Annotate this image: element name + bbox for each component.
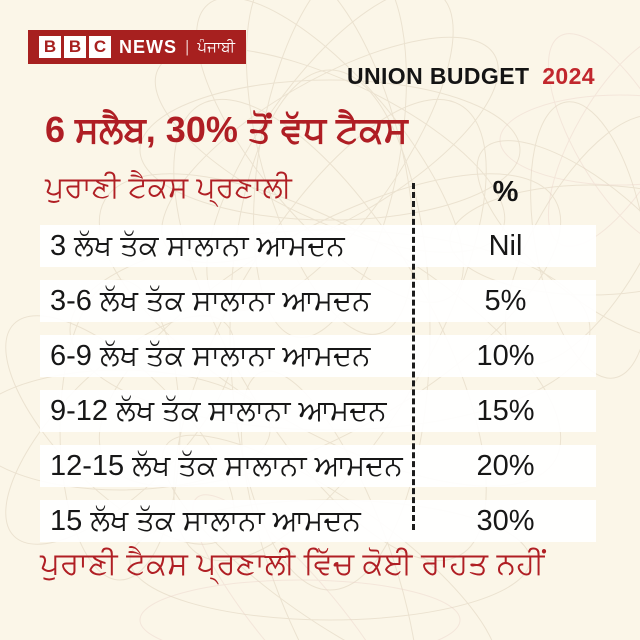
table-row: 15 ਲੱਖ ਤੱਕ ਸਾਲਾਨਾ ਆਮਦਨ 30% [40, 500, 596, 542]
bbc-logo-blocks: B B C [39, 36, 111, 58]
column-divider-dashed-line [412, 183, 415, 530]
tax-rate-value: Nil [488, 229, 523, 262]
table-row: 3-6 ਲੱਖ ਤੱਕ ਸਾਲਾਨਾ ਆਮਦਨ 5% [40, 280, 596, 322]
logo-separator: | [185, 37, 190, 56]
program-title-year: 2024 [542, 63, 595, 89]
column-header-percent: % [492, 176, 519, 208]
tax-rate-value: 5% [484, 284, 527, 317]
table-row: 6-9 ਲੱਖ ਤੱਕ ਸਾਲਾਨਾ ਆਮਦਨ 10% [40, 335, 596, 377]
logo-news-label: NEWS [119, 36, 177, 57]
tax-rate-value: 20% [476, 449, 535, 482]
bbc-logo-letter-block: B [39, 36, 61, 58]
tax-slab-table: 3 ਲੱਖ ਤੱਕ ਸਾਲਾਨਾ ਆਮਦਨ Nil 3-6 ਲੱਖ ਤੱਕ ਸਾ… [40, 225, 596, 555]
table-row: 12-15 ਲੱਖ ਤੱਕ ਸਾਲਾਨਾ ਆਮਦਨ 20% [40, 445, 596, 487]
tax-rate-value: 10% [476, 339, 535, 372]
program-title: UNION BUDGET 2024 [347, 63, 595, 90]
program-title-label: UNION BUDGET [347, 63, 530, 89]
column-header-old-regime: ਪੁਰਾਣੀ ਟੈਕਸ ਪ੍ਰਣਾਲੀ [45, 171, 292, 204]
bbc-news-logo: B B C NEWS | ਪੰਜਾਬੀ [28, 30, 247, 64]
tax-rate-value: 30% [476, 504, 535, 537]
bbc-logo-letter-block: C [89, 36, 111, 58]
logo-language-label: ਪੰਜਾਬੀ [197, 38, 236, 56]
income-slab-label: 15 ਲੱਖ ਤੱਕ ਸਾਲਾਨਾ ਆਮਦਨ [50, 504, 361, 537]
income-slab-label: 12-15 ਲੱਖ ਤੱਕ ਸਾਲਾਨਾ ਆਮਦਨ [50, 449, 403, 482]
headline: 6 ਸਲੈਬ, 30% ਤੋਂ ਵੱਧ ਟੈਕਸ [45, 109, 408, 150]
income-slab-label: 3-6 ਲੱਖ ਤੱਕ ਸਾਲਾਨਾ ਆਮਦਨ [50, 284, 371, 317]
income-slab-label: 3 ਲੱਖ ਤੱਕ ਸਾਲਾਨਾ ਆਮਦਨ [50, 229, 345, 262]
tax-rate-value: 15% [476, 394, 535, 427]
table-row: 9-12 ਲੱਖ ਤੱਕ ਸਾਲਾਨਾ ਆਮਦਨ 15% [40, 390, 596, 432]
income-slab-label: 9-12 ਲੱਖ ਤੱਕ ਸਾਲਾਨਾ ਆਮਦਨ [50, 394, 387, 427]
bbc-logo-letter-block: B [64, 36, 86, 58]
table-row: 3 ਲੱਖ ਤੱਕ ਸਾਲਾਨਾ ਆਮਦਨ Nil [40, 225, 596, 267]
income-slab-label: 6-9 ਲੱਖ ਤੱਕ ਸਾਲਾਨਾ ਆਮਦਨ [50, 339, 371, 372]
footer-note: ਪੁਰਾਣੀ ਟੈਕਸ ਪ੍ਰਣਾਲੀ ਵਿੱਚ ਕੋਈ ਰਾਹਤ ਨਹੀਂ [40, 546, 545, 581]
